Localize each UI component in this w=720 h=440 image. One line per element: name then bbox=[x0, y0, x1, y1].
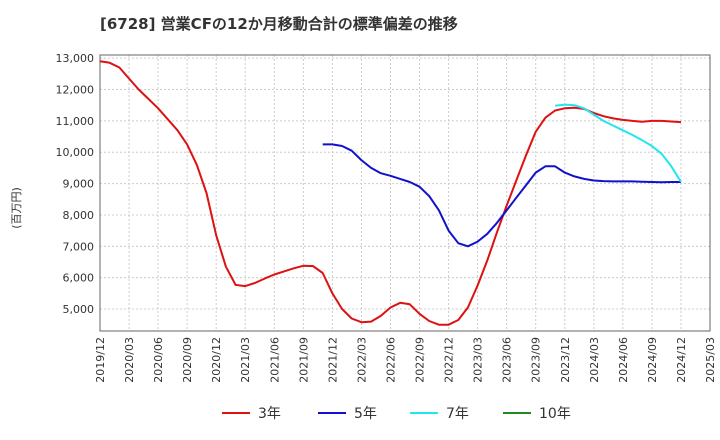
y-tick-label: 10,000 bbox=[56, 146, 95, 159]
y-tick-label: 12,000 bbox=[56, 84, 95, 97]
legend-label: 10年 bbox=[539, 406, 571, 422]
legend-label: 5年 bbox=[354, 406, 377, 422]
y-tick-label: 7,000 bbox=[63, 240, 95, 253]
x-tick-label: 2023/06 bbox=[501, 337, 514, 383]
legend-label: 7年 bbox=[446, 406, 469, 422]
legend: 3年 5年 7年 10年 bbox=[222, 406, 571, 422]
x-tick-label: 2021/06 bbox=[268, 337, 281, 383]
x-tick-label: 2023/03 bbox=[472, 337, 485, 383]
x-tick-label: 2025/03 bbox=[704, 337, 717, 383]
y-axis-ticks: 5,000 6,000 7,000 8,000 9,000 10,000 11,000 12,… bbox=[56, 52, 95, 316]
x-tick-label: 2022/12 bbox=[443, 337, 456, 383]
x-tick-label: 2020/03 bbox=[123, 337, 136, 383]
gridlines bbox=[99, 55, 711, 331]
x-tick-label: 2021/03 bbox=[239, 337, 252, 383]
x-tick-label: 2022/03 bbox=[355, 337, 368, 383]
x-axis-ticks: 2019/12 2020/03 2020/06 2020/09 2020/12 2021/… bbox=[94, 337, 717, 383]
x-tick-label: 2024/06 bbox=[617, 337, 630, 383]
x-tick-label: 2020/06 bbox=[152, 337, 165, 383]
chart-title: [6728] 営業CFの12か月移動合計の標準偏差の推移 bbox=[100, 15, 458, 33]
y-tick-label: 13,000 bbox=[56, 52, 95, 65]
y-tick-label: 5,000 bbox=[63, 303, 95, 316]
x-tick-label: 2024/09 bbox=[646, 337, 659, 383]
x-tick-label: 2024/12 bbox=[675, 337, 688, 383]
series-line-7年 bbox=[554, 103, 682, 183]
legend-label: 3年 bbox=[258, 406, 281, 422]
x-tick-label: 2022/06 bbox=[384, 337, 397, 383]
y-tick-label: 6,000 bbox=[63, 272, 95, 285]
x-tick-label: 2021/12 bbox=[326, 337, 339, 383]
series-line-5年 bbox=[322, 143, 681, 248]
series-lines bbox=[99, 60, 682, 326]
x-tick-label: 2023/12 bbox=[559, 337, 572, 383]
y-axis-label: (百万円) bbox=[10, 187, 23, 229]
x-tick-label: 2023/09 bbox=[530, 337, 543, 383]
x-tick-label: 2024/03 bbox=[588, 337, 601, 383]
x-tick-label: 2020/09 bbox=[181, 337, 194, 383]
y-tick-label: 9,000 bbox=[63, 178, 95, 191]
y-tick-label: 11,000 bbox=[56, 115, 95, 128]
y-tick-label: 8,000 bbox=[63, 209, 95, 222]
x-tick-label: 2022/09 bbox=[414, 337, 427, 383]
x-tick-label: 2019/12 bbox=[94, 337, 107, 383]
x-tick-label: 2020/12 bbox=[210, 337, 223, 383]
plot-area-frame bbox=[99, 54, 711, 332]
x-tick-label: 2021/09 bbox=[297, 337, 310, 383]
